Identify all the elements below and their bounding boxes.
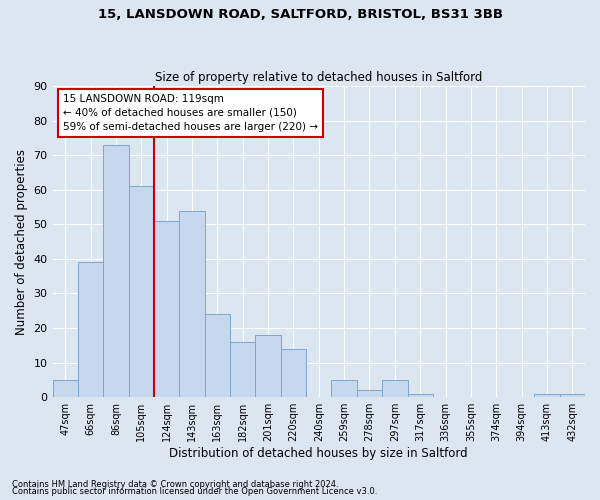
Bar	[281, 349, 306, 397]
Bar	[103, 145, 128, 397]
Bar	[382, 380, 407, 397]
Bar	[534, 394, 560, 397]
Bar	[357, 390, 382, 397]
Title: Size of property relative to detached houses in Saltford: Size of property relative to detached ho…	[155, 70, 482, 84]
Bar	[205, 314, 230, 397]
Text: 15 LANSDOWN ROAD: 119sqm
← 40% of detached houses are smaller (150)
59% of semi-: 15 LANSDOWN ROAD: 119sqm ← 40% of detach…	[63, 94, 318, 132]
Bar	[256, 335, 281, 397]
Bar	[560, 394, 585, 397]
Bar	[179, 210, 205, 397]
Bar	[407, 394, 433, 397]
Bar	[154, 221, 179, 397]
X-axis label: Distribution of detached houses by size in Saltford: Distribution of detached houses by size …	[169, 447, 468, 460]
Text: Contains public sector information licensed under the Open Government Licence v3: Contains public sector information licen…	[12, 487, 377, 496]
Bar	[331, 380, 357, 397]
Bar	[230, 342, 256, 397]
Bar	[78, 262, 103, 397]
Bar	[53, 380, 78, 397]
Bar	[128, 186, 154, 397]
Text: Contains HM Land Registry data © Crown copyright and database right 2024.: Contains HM Land Registry data © Crown c…	[12, 480, 338, 489]
Y-axis label: Number of detached properties: Number of detached properties	[15, 148, 28, 334]
Text: 15, LANSDOWN ROAD, SALTFORD, BRISTOL, BS31 3BB: 15, LANSDOWN ROAD, SALTFORD, BRISTOL, BS…	[97, 8, 503, 20]
